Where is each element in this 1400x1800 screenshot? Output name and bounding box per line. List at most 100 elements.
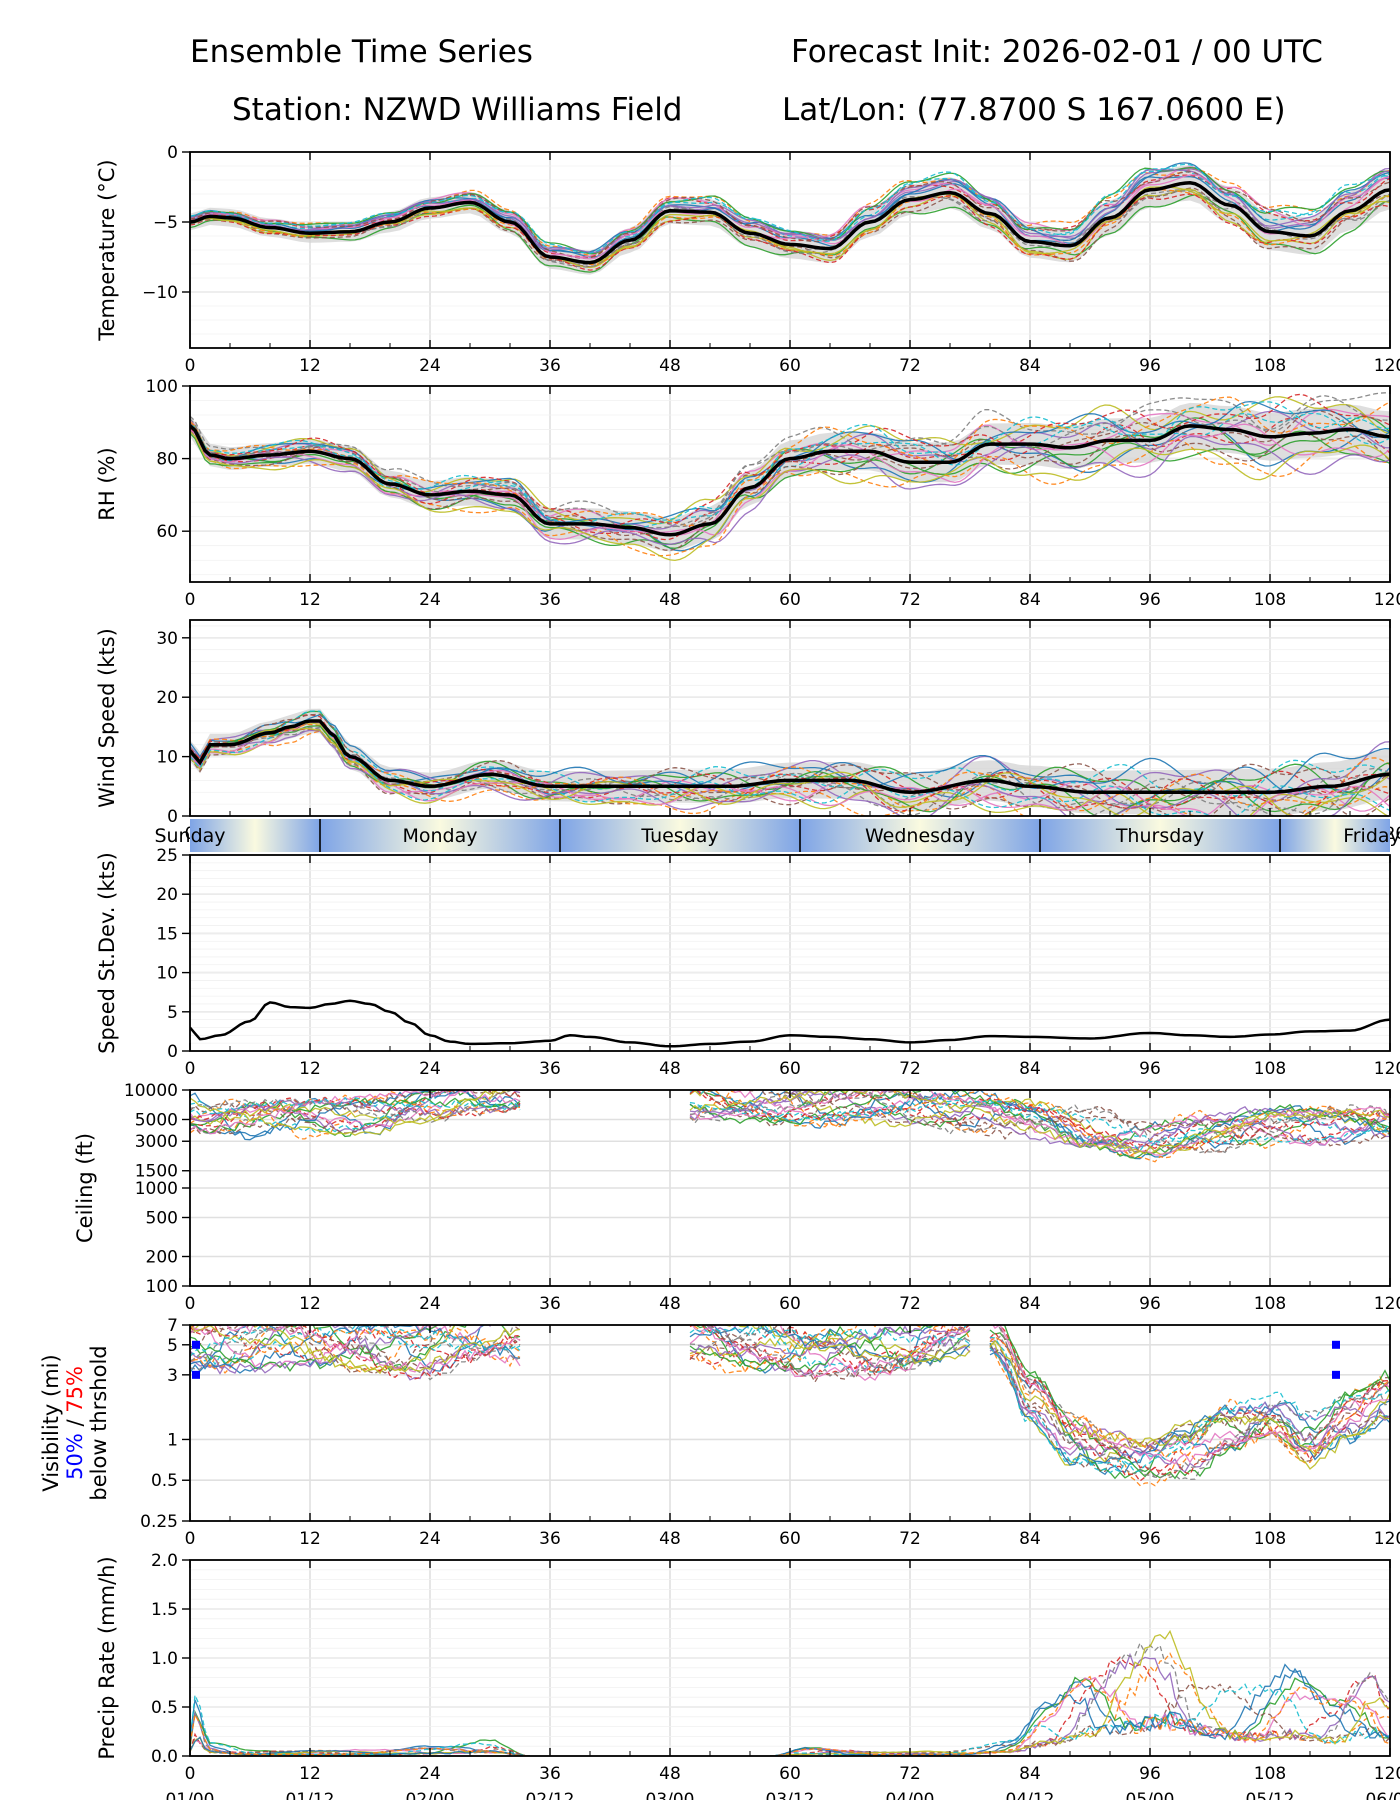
visibility-member-line	[989, 1336, 1390, 1468]
temperature-xtick-label: 12	[299, 356, 321, 376]
temperature-member-line	[190, 169, 1390, 254]
wind_speed-ytick-label: 0	[167, 807, 178, 827]
visibility-member-line	[190, 1325, 428, 1374]
visibility-member-line	[691, 1325, 971, 1378]
precip_rate-xtick-label: 84	[1019, 1764, 1041, 1784]
valid-time-label: 02/12	[526, 1790, 575, 1800]
speed_stdev-xtick-label: 108	[1254, 1059, 1286, 1079]
wind_speed-member-line	[190, 721, 1390, 816]
visibility-member-line	[190, 1325, 521, 1373]
ceiling-xtick-label: 108	[1254, 1294, 1286, 1314]
title-forecast-init: Forecast Init: 2026-02-01 / 00 UTC	[791, 34, 1323, 70]
rh-spread-band	[190, 402, 1390, 552]
visibility-member-line	[1003, 1325, 1390, 1480]
ceiling-member-line	[190, 1090, 497, 1136]
precip_rate-xtick-label: 0	[185, 1764, 196, 1784]
temperature-xtick-label: 84	[1019, 356, 1041, 376]
rh-xtick-label: 120	[1374, 590, 1400, 610]
day-bar: Sunday Monday Tuesday Wednesday Thursday Frid…	[154, 819, 1400, 852]
rh-ytick-label: 100	[146, 377, 178, 397]
precip_rate-member-line	[190, 1712, 531, 1756]
ceiling-ytick-label: 10000	[124, 1081, 178, 1101]
precip_rate-xtick-label: 108	[1254, 1764, 1286, 1784]
visibility-xtick-label: 36	[539, 1529, 561, 1549]
ceiling-member-line	[689, 1090, 1390, 1154]
rh-xtick-label: 84	[1019, 590, 1041, 610]
visibility-member-line	[190, 1325, 521, 1373]
ceiling-ytick-label: 100	[146, 1277, 178, 1297]
wind_speed-ytick-label: 30	[156, 629, 178, 649]
threshold-legend-2: 75%	[63, 1366, 87, 1413]
ceiling-ylabel: Ceiling (ft)	[73, 1133, 97, 1243]
visibility-ytick-label: 1	[167, 1430, 178, 1450]
visibility-ylabel-below: below thrshold	[87, 1345, 111, 1500]
visibility-ylabel: Visibility (mi)	[39, 1354, 63, 1491]
wind_speed-ytick-label: 20	[156, 688, 178, 708]
temperature-spread-band	[190, 165, 1390, 275]
valid-time-label: 01/12	[286, 1790, 335, 1800]
visibility-plot-area	[190, 1325, 1390, 1487]
speed_stdev-xtick-label: 24	[419, 1059, 441, 1079]
visibility-member-line	[989, 1347, 1390, 1474]
speed_stdev-stdev-line	[190, 999, 1390, 1048]
speed_stdev-ylabel: Speed St.Dev. (kts)	[95, 852, 119, 1054]
precip_rate-member-line	[190, 1699, 531, 1756]
ceiling-ytick-label: 1000	[135, 1179, 178, 1199]
temperature-member-line	[190, 193, 1390, 271]
ceiling-member-line	[190, 1090, 454, 1134]
day-label-friday: Friday	[1343, 825, 1400, 847]
wind_speed-member-line	[190, 714, 1390, 810]
speed_stdev-xtick-label: 96	[1139, 1059, 1161, 1079]
visibility-member-line	[190, 1325, 521, 1375]
ceiling-xtick-label: 60	[779, 1294, 801, 1314]
title-ensemble-time-series: Ensemble Time Series	[190, 34, 533, 70]
ceiling-member-line	[724, 1090, 1390, 1147]
speed_stdev-ytick-label: 10	[156, 964, 178, 984]
valid-time-label: 05/12	[1246, 1790, 1295, 1800]
temperature-member-line	[190, 194, 1390, 273]
precip_rate-member-line	[190, 1692, 531, 1756]
threshold-legend-0: 50%	[63, 1433, 87, 1480]
temperature-member-line	[190, 174, 1390, 258]
visibility-member-line	[998, 1325, 1390, 1476]
rh-xtick-label: 24	[419, 590, 441, 610]
temperature-ytick-label: 0	[167, 143, 178, 163]
precip_rate-ytick-label: 1.0	[151, 1649, 178, 1669]
visibility-member-line	[989, 1336, 1390, 1462]
wind_speed-member-line	[190, 726, 1390, 816]
visibility-member-line	[992, 1325, 1390, 1465]
day-label-monday: Monday	[402, 825, 477, 847]
visibility-xtick-label: 0	[185, 1529, 196, 1549]
temperature-xtick-label: 108	[1254, 356, 1286, 376]
precip_rate-member-line	[769, 1663, 1390, 1756]
precip_rate-member-line	[769, 1652, 1390, 1756]
wind_speed-member-line	[190, 713, 1390, 799]
title-station: Station: NZWD Williams Field	[232, 92, 683, 128]
precip_rate-panel: 0 12 24 36 48 60 72 84 96 108 120 0.0 0.5 1.0 1.5 2.0 Pr…	[95, 1551, 1400, 1784]
speed_stdev-xtick-label: 0	[185, 1059, 196, 1079]
temperature-member-line	[190, 186, 1390, 264]
precip_rate-ytick-label: 0.5	[151, 1698, 178, 1718]
temperature-xtick-label: 96	[1139, 356, 1161, 376]
visibility-member-line	[989, 1339, 1390, 1456]
ceiling-member-line	[190, 1090, 521, 1135]
temperature-xtick-label: 120	[1374, 356, 1400, 376]
visibility-ytick-label: 0.5	[151, 1471, 178, 1491]
precip_rate-xtick-label: 96	[1139, 1764, 1161, 1784]
temperature-member-line	[190, 171, 1390, 259]
wind_speed-member-line	[190, 710, 1390, 797]
speed_stdev-xtick-label: 12	[299, 1059, 321, 1079]
visibility-member-line	[989, 1329, 1390, 1480]
day-label-tuesday: Tuesday	[640, 825, 718, 847]
ceiling-member-line	[703, 1090, 1390, 1163]
visibility-ytick-label: 7	[167, 1316, 178, 1336]
visibility-member-line	[689, 1325, 968, 1375]
precip_rate-xtick-label: 12	[299, 1764, 321, 1784]
visibility-member-line	[190, 1325, 486, 1373]
ceiling-xtick-label: 96	[1139, 1294, 1161, 1314]
visibility-member-line	[689, 1325, 971, 1374]
day-bar-segment	[800, 819, 1040, 852]
visibility-threshold-marker	[192, 1370, 200, 1379]
